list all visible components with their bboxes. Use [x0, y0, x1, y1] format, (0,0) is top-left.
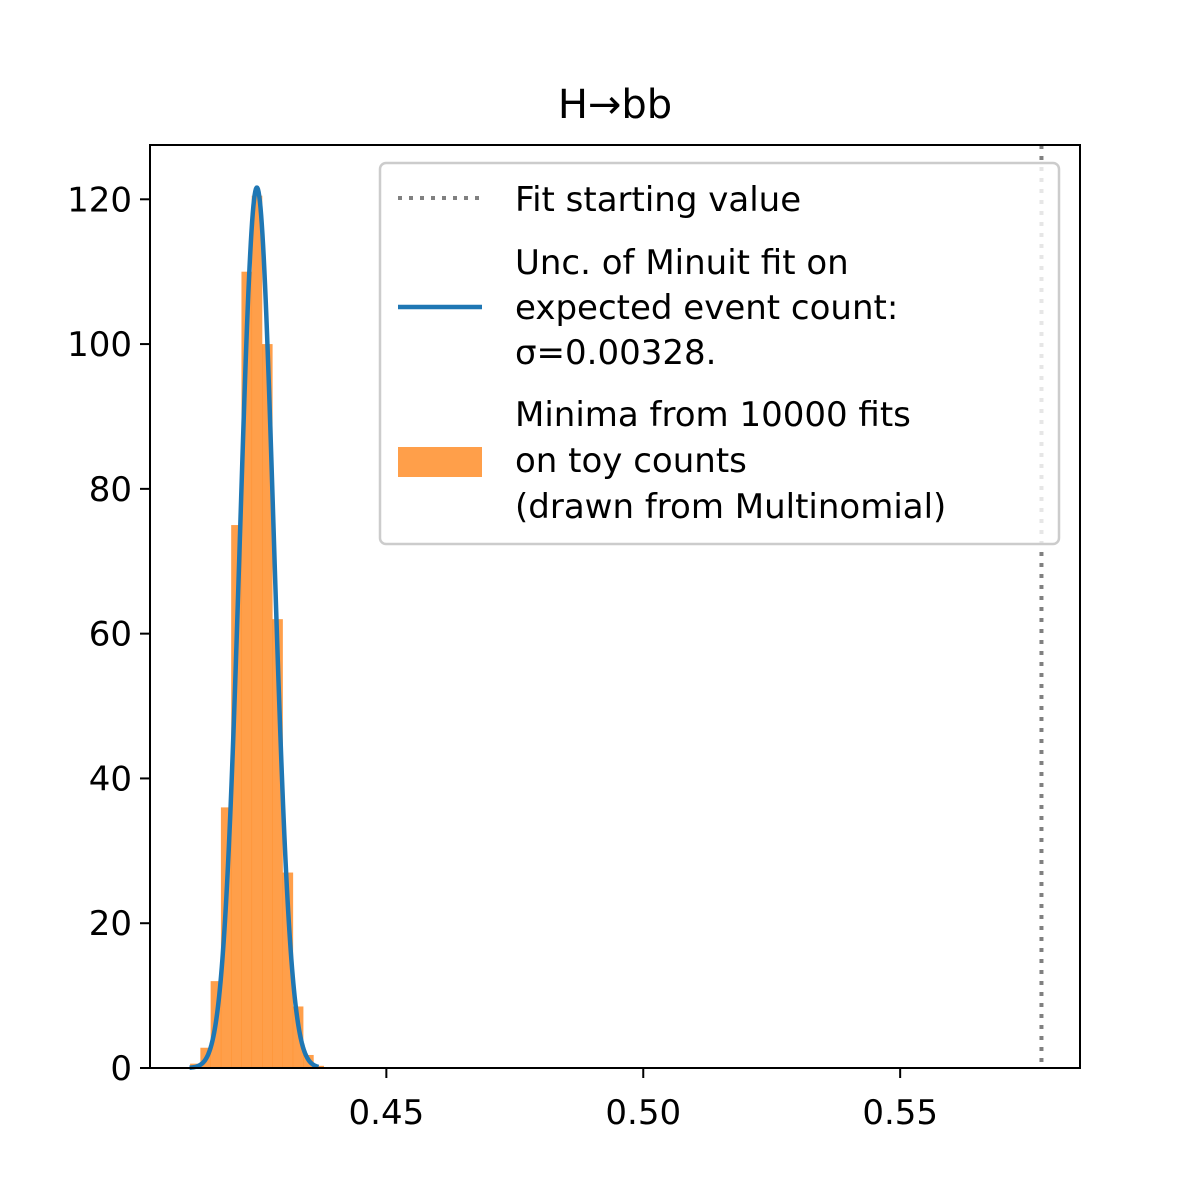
y-tick-label: 100: [67, 325, 132, 365]
histogram-bar: [292, 1006, 304, 1068]
histogram-bar: [251, 195, 263, 1069]
y-tick-label: 0: [110, 1049, 132, 1089]
y-tick-label: 40: [89, 759, 132, 799]
y-tick-label: 60: [89, 615, 132, 655]
histogram-bar: [262, 344, 273, 1068]
plot-frame: [149, 144, 1081, 1069]
legend-label: Minima from 10000 fits: [515, 395, 911, 435]
legend-label: expected event count:: [515, 288, 898, 328]
chart-title: H→bb: [558, 82, 672, 128]
y-tick-label: 20: [89, 904, 132, 944]
histogram-bar: [241, 271, 253, 1068]
histogram-bar: [313, 1065, 324, 1068]
histogram-bars: [190, 195, 324, 1069]
legend-label: σ=0.00328.: [515, 333, 716, 373]
gaussian-curve-layer: [187, 185, 321, 1070]
legend-label: on toy counts: [515, 441, 747, 481]
x-tick-label: 0.50: [605, 1093, 681, 1133]
histogram-bar: [220, 807, 232, 1068]
legend: Fit starting value Unc. of Minuit fit on e…: [378, 161, 1061, 546]
legend-box: [378, 161, 1061, 546]
histogram-bar: [282, 872, 294, 1068]
y-tick-label: 80: [89, 470, 132, 510]
histogram-bar: [272, 619, 283, 1068]
legend-handle-bar: [398, 447, 482, 477]
y-tick-label: 120: [67, 180, 132, 220]
legend-label: Unc. of Minuit fit on: [515, 243, 849, 283]
legend-label: (drawn from Multinomial): [515, 487, 946, 527]
x-tick-label: 0.45: [349, 1093, 425, 1133]
gaussian-fit-curve: [187, 185, 321, 1070]
legend-label: Fit starting value: [515, 180, 801, 220]
x-tick-label: 0.55: [862, 1093, 938, 1133]
axes: 0.45 0.50 0.55 0 20 40 60 80 100 120: [67, 144, 1081, 1133]
histogram-bar: [231, 525, 242, 1068]
